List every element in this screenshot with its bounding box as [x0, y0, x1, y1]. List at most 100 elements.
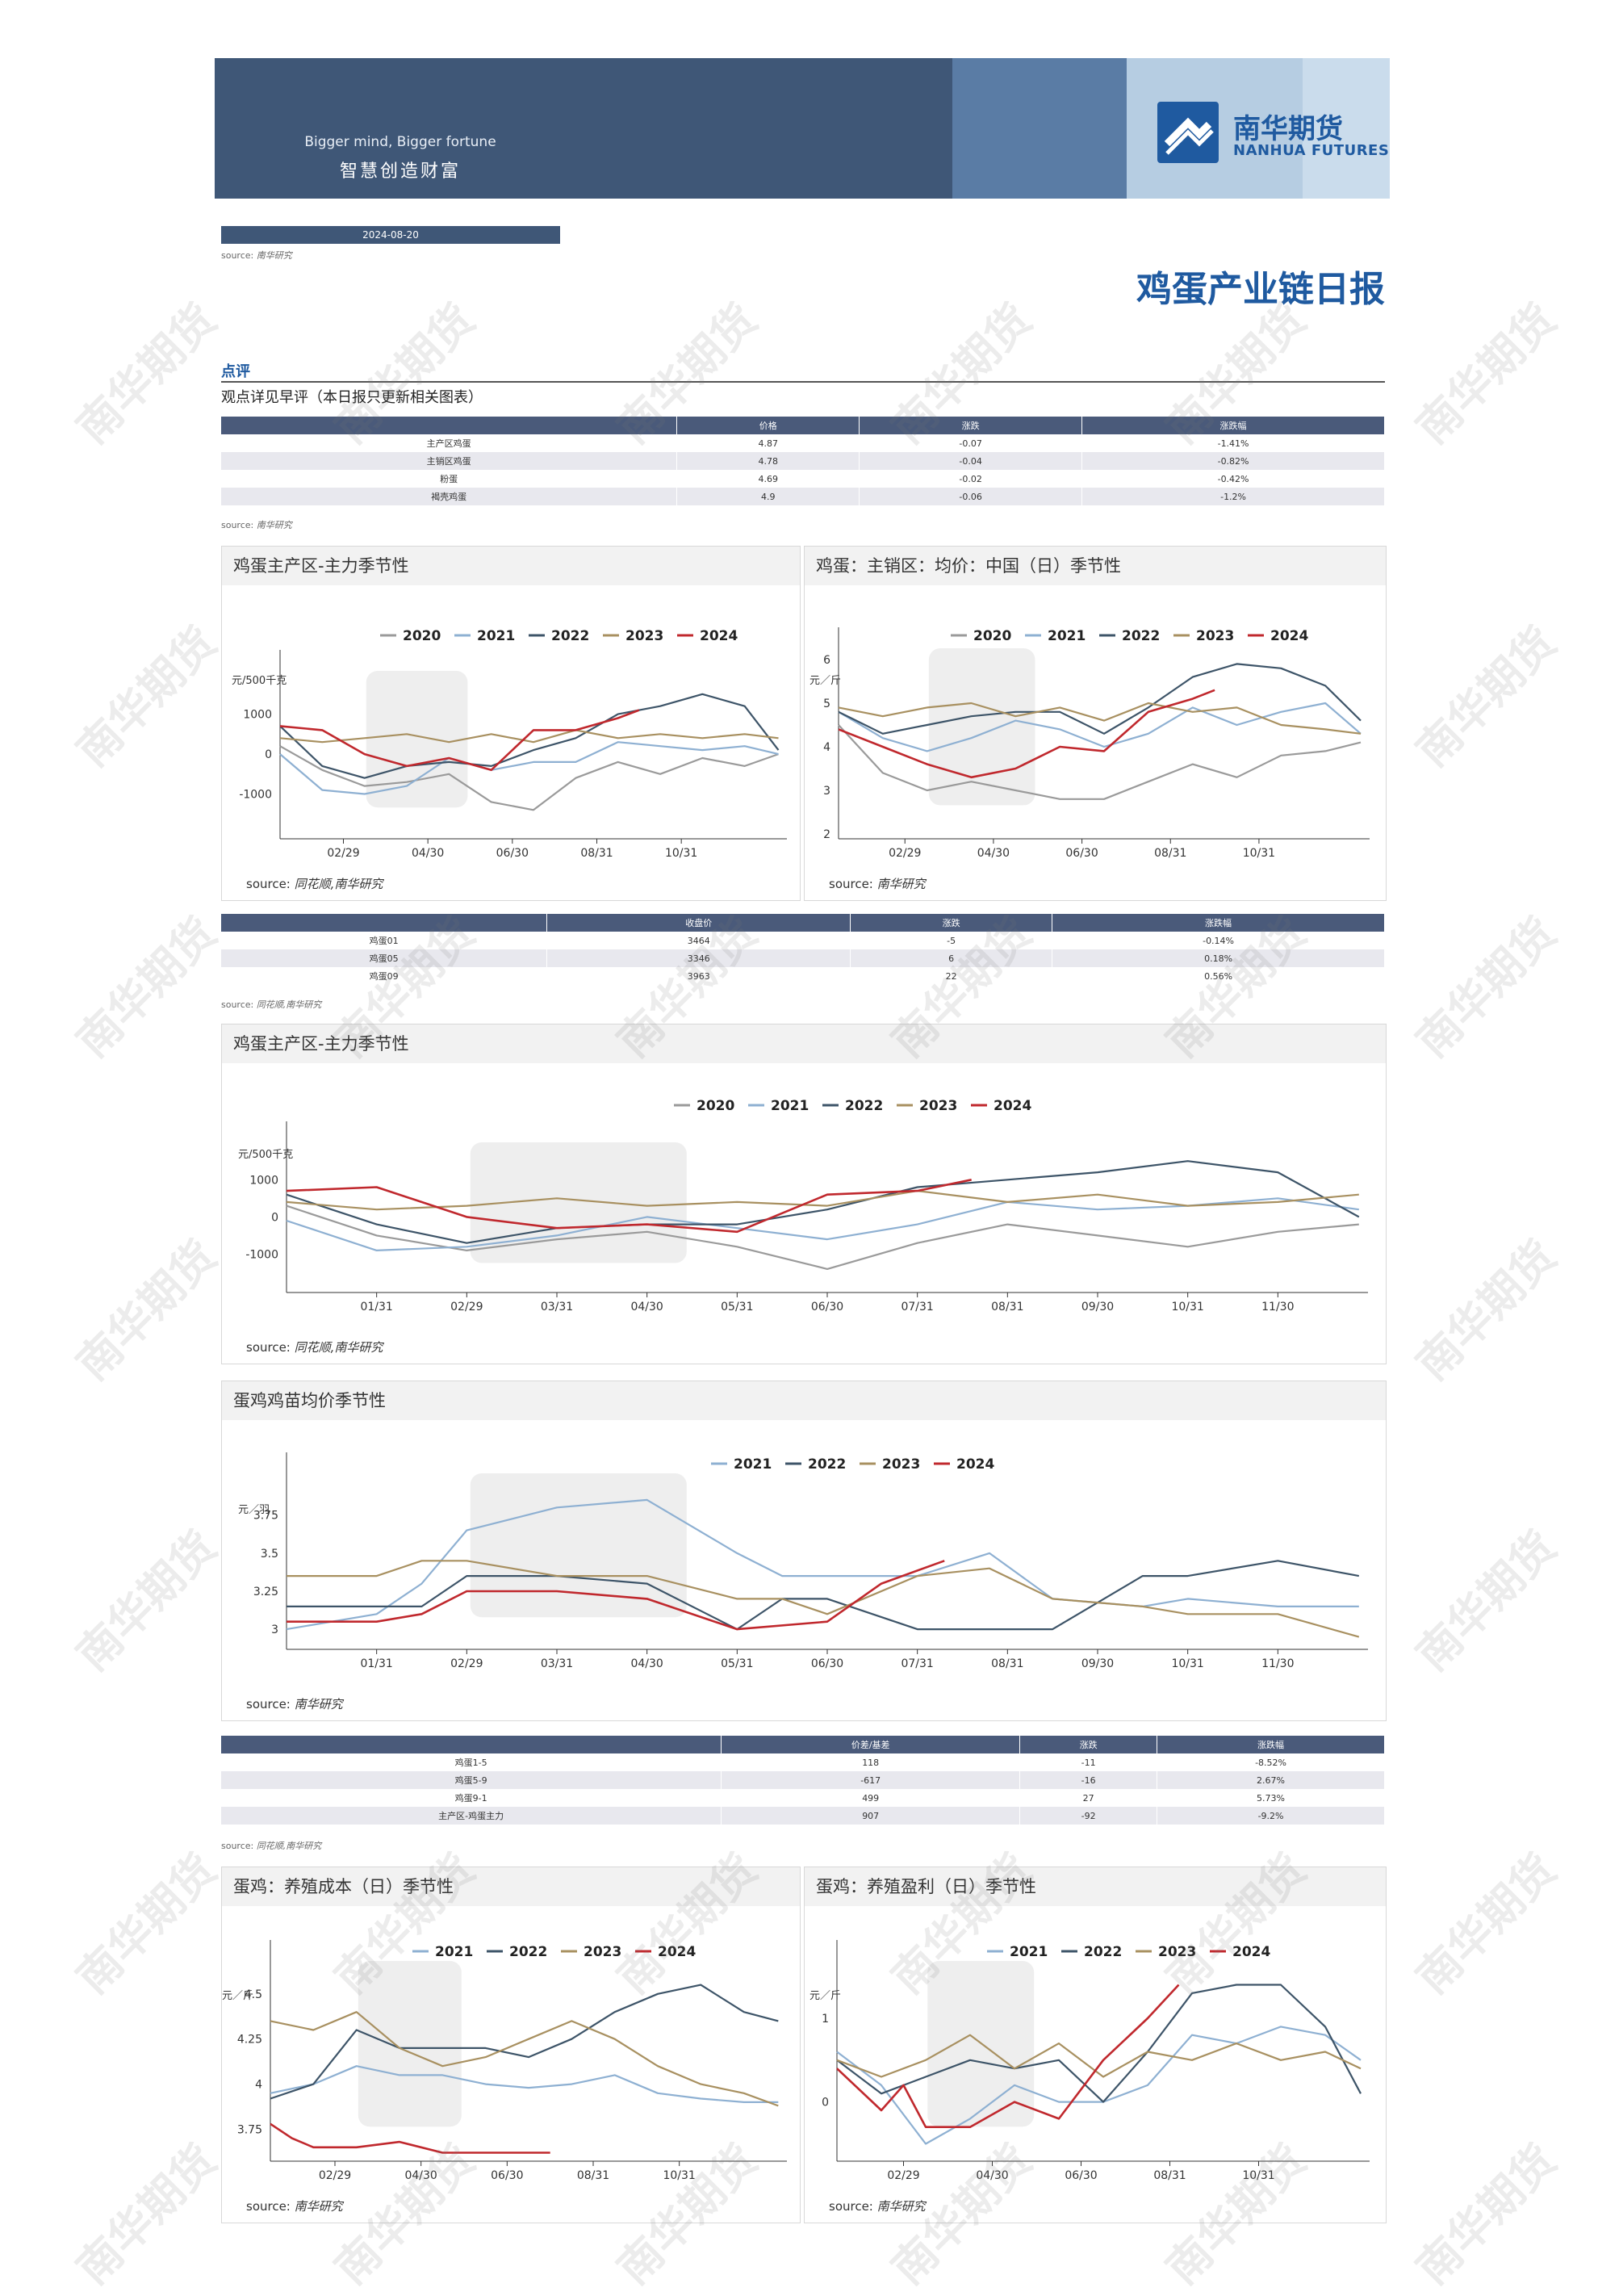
legend-label: 2022: [509, 1944, 547, 1960]
x-tick-label: 01/31: [360, 1301, 392, 1313]
watermark-text: 南华期货: [1406, 1521, 1567, 1681]
y-tick-label: 3.5: [261, 1548, 278, 1561]
chart-panel-main-production-seasonality: 鸡蛋主产区-主力季节性 元/500千克 1000 0 -1000 02/29 04/30 0…: [221, 546, 801, 901]
x-tick-label: 08/31: [1153, 2169, 1186, 2182]
column-header: 涨跌: [859, 417, 1083, 434]
x-tick-label: 09/30: [1081, 1301, 1114, 1313]
legend-label: 2023: [584, 1944, 621, 1960]
spread-basis-table: 价差/基差 涨跌 涨跌幅 鸡蛋1-5 118 -11 -8.52% 鸡蛋5-9 -617…: [221, 1736, 1385, 1825]
chart-source: source: 南华研究: [829, 877, 926, 891]
table-row: 褐壳鸡蛋 4.9 -0.06 -1.2%: [221, 488, 1385, 505]
x-tick-label: 08/31: [1154, 847, 1186, 860]
chart-title: 鸡蛋主产区-主力季节性: [222, 547, 800, 585]
legend-label: 2022: [808, 1456, 846, 1473]
table3-source: source: 同花顺,南华研究: [221, 1841, 322, 1851]
series-line-2024: [279, 709, 640, 772]
chart-source: source: 南华研究: [246, 2199, 343, 2214]
series-line-2021: [836, 2026, 1362, 2145]
y-tick-label: 3: [823, 785, 830, 798]
logo-name: 南华期货: [1233, 113, 1343, 145]
column-header: 涨跌幅: [1081, 417, 1385, 434]
series-line-2022: [286, 1160, 1360, 1244]
column-header: [221, 417, 678, 434]
x-tick-label: 02/29: [887, 2169, 919, 2182]
series-line-2024: [286, 1179, 972, 1234]
y-axis-label: 元／斤: [222, 1990, 253, 2002]
report-title: 鸡蛋产业链日报: [1136, 269, 1385, 310]
chart-title: 蛋鸡：养殖成本（日）季节性: [222, 1867, 800, 1906]
x-tick-label: 04/30: [404, 2169, 437, 2182]
table-row: 鸡蛋5-9 -617 -16 2.67%: [221, 1771, 1385, 1789]
watermark-logo-block: [928, 648, 1035, 806]
y-tick-label: 3: [271, 1624, 278, 1636]
chart-title: 鸡蛋：主销区：均价：中国（日）季节性: [805, 547, 1386, 585]
x-tick-label: 08/31: [580, 847, 613, 860]
y-tick-label: 0: [822, 2097, 829, 2110]
column-header: 价格: [676, 417, 860, 434]
legend-label: 2023: [1196, 628, 1234, 644]
watermark-text: 南华期货: [66, 1844, 227, 2004]
watermark-text: 南华期货: [1406, 2135, 1567, 2294]
series-line-2023: [270, 2011, 779, 2107]
legend-label: 2021: [1048, 628, 1086, 644]
x-tick-label: 06/30: [1065, 2169, 1097, 2182]
x-tick-label: 07/31: [901, 1301, 933, 1313]
y-tick-label: 4.25: [237, 2034, 262, 2047]
watermark-logo-block: [358, 1961, 462, 2127]
x-tick-label: 06/30: [1065, 847, 1098, 860]
legend-label: 2020: [403, 628, 441, 644]
slogan-english: Bigger mind, Bigger fortune: [304, 134, 496, 150]
series-line-2021: [286, 1498, 1359, 1631]
legend-label: 2023: [1158, 1944, 1196, 1960]
y-tick-label: 1000: [243, 709, 272, 722]
x-tick-label: 10/31: [663, 2169, 695, 2182]
watermark-text: 南华期货: [1406, 1230, 1567, 1390]
series-line-2020: [838, 724, 1362, 800]
x-tick-label: 05/31: [721, 1301, 753, 1313]
column-header: 价差/基差: [721, 1736, 1021, 1753]
legend-label: 2024: [994, 1098, 1031, 1114]
legend-label: 2022: [845, 1098, 883, 1114]
column-header: 收盘价: [546, 914, 851, 932]
series-line-2024: [836, 1984, 1180, 2129]
chart-c1: 元/500千克 1000 0 -1000 02/29 04/30 06/30 08/31 10/…: [232, 628, 787, 860]
chart-panel-breeding-cost-seasonality: 蛋鸡：养殖成本（日）季节性 元／斤 4.5 4.25 4 3.75 02/29 04/30 0…: [221, 1867, 801, 2223]
table-row: 主产区-鸡蛋主力 907 -92 -9.2%: [221, 1807, 1385, 1825]
series-line-2020: [286, 1205, 1359, 1270]
table-row: 鸡蛋1-5 118 -11 -8.52%: [221, 1753, 1385, 1771]
column-header: 涨跌幅: [1157, 1736, 1385, 1753]
legend-label: 2024: [1270, 628, 1308, 644]
x-tick-label: 06/30: [491, 2169, 523, 2182]
watermark-text: 南华期货: [66, 617, 227, 777]
legend-label: 2024: [1232, 1944, 1270, 1960]
legend-label: 2023: [625, 628, 663, 644]
watermark-logo-block: [366, 671, 468, 808]
y-tick-label: 0: [271, 1211, 278, 1224]
watermark-text: 南华期货: [66, 1521, 227, 1681]
column-header: [221, 914, 548, 932]
commentary-divider: [221, 381, 1385, 383]
x-tick-label: 06/30: [496, 847, 529, 860]
x-tick-label: 04/30: [976, 2169, 1008, 2182]
column-header: 涨跌: [1019, 1736, 1158, 1753]
x-tick-label: 04/30: [412, 847, 444, 860]
column-header: [221, 1736, 722, 1753]
series-line-2024: [270, 2122, 550, 2154]
legend-label: 2021: [771, 1098, 809, 1114]
series-line-2024: [287, 1560, 945, 1631]
watermark-text: 南华期货: [1406, 1844, 1567, 2004]
x-tick-label: 08/31: [991, 1657, 1023, 1670]
chart-title: 蛋鸡鸡苗均价季节性: [222, 1381, 1386, 1420]
commentary-text: 观点详见早评（本日报只更新相关图表）: [221, 389, 483, 406]
watermark-text: 南华期货: [66, 907, 227, 1067]
x-tick-label: 01/31: [360, 1657, 392, 1670]
legend-label: 2024: [700, 628, 738, 644]
y-tick-label: 4.5: [245, 1988, 262, 2001]
table-row: 鸡蛋01 3464 -5 -0.14%: [221, 932, 1385, 949]
chart-c2: 元／斤 6 5 4 3 2 02/29 04/30 06/30 08/31 10/31 2020 202…: [809, 627, 1370, 860]
table-row: 粉蛋 4.69 -0.02 -0.42%: [221, 470, 1385, 488]
slogan-chinese: 智慧创造财富: [339, 161, 461, 182]
series-line-2020: [279, 745, 779, 811]
futures-close-table: 收盘价 涨跌 涨跌幅 鸡蛋01 3464 -5 -0.14% 鸡蛋05 3346 6 0.1…: [221, 914, 1385, 985]
x-tick-label: 03/31: [541, 1657, 573, 1670]
